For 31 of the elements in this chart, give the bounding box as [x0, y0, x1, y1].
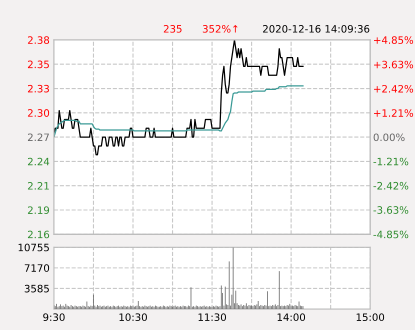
text: 235: [164, 25, 182, 33]
y-tick-label: 3585: [24, 284, 49, 292]
y-tick-label: 7170: [24, 264, 50, 272]
x-tick-label: 11:30: [198, 313, 226, 322]
y2-tick-label: -1.21%: [373, 158, 408, 166]
y2-tick-label: -2.42%: [373, 182, 408, 190]
y2-tick-label: +2.42%: [374, 84, 414, 93]
y-tick-label: 2.27: [28, 133, 49, 141]
y2-tick-label: +3.63%: [374, 60, 414, 68]
text: 352%↑: [202, 25, 238, 33]
y-tick-label: 2.21: [28, 182, 49, 190]
line-series: [54, 85, 304, 138]
line-series: [54, 40, 304, 156]
y-tick-label: 2.38: [28, 36, 50, 44]
y2-tick-label: -3.63%: [373, 206, 408, 214]
y-tick-label: 2.35: [28, 60, 49, 68]
y2-tick-label: +4.85%: [374, 36, 414, 44]
y2-tick-label: 0.00%: [374, 133, 405, 142]
y-tick-label: 2.30: [28, 109, 50, 117]
x-tick-label: 14:00: [278, 313, 306, 322]
x-tick-label: 15:00: [356, 313, 384, 322]
y-tick-label: 2.16: [28, 230, 50, 238]
y2-tick-label: -4.85%: [373, 230, 408, 238]
y-tick-label: 2.19: [28, 206, 50, 214]
text: 2020-12-16 14:09:36: [263, 25, 370, 33]
y2-tick-label: +1.21%: [374, 109, 414, 117]
x-tick-label: 9:30: [43, 313, 65, 322]
x-tick-label: 10:30: [120, 313, 147, 322]
y-tick-label: 2.33: [28, 84, 49, 93]
y-tick-label: 2.24: [28, 158, 50, 166]
y-tick-label: 10755: [18, 244, 49, 252]
